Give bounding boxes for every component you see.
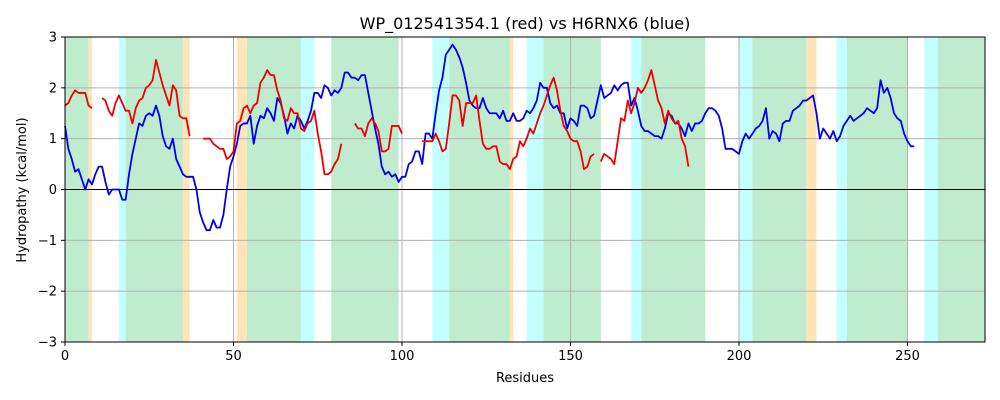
y-tick-label: −2	[38, 285, 57, 300]
series-lines	[64, 43, 915, 232]
y-tick-label: 0	[49, 183, 57, 198]
series-line-blue	[64, 43, 915, 232]
y-tick-label: −1	[38, 234, 57, 249]
chart-title: WP_012541354.1 (red) vs H6RNX6 (blue)	[360, 14, 691, 34]
y-axis-ticks: −3 −2 −1 0 1 2 3	[38, 31, 65, 351]
x-tick-label: 250	[895, 349, 920, 364]
x-tick-label: 200	[727, 349, 752, 364]
x-axis-label: Residues	[496, 371, 554, 386]
x-tick-label: 100	[390, 349, 415, 364]
plot-area	[64, 36, 986, 343]
y-tick-label: 2	[49, 81, 57, 96]
x-tick-label: 50	[225, 349, 242, 364]
x-tick-label: 0	[61, 349, 69, 364]
series-line-red	[599, 69, 690, 167]
series-line-red	[354, 117, 403, 153]
x-tick-label: 150	[558, 349, 583, 364]
x-axis-ticks: 0 50 100 150 200 250	[61, 342, 920, 364]
series-line-red	[101, 58, 191, 137]
y-axis-label: Hydropathy (kcal/mol)	[15, 117, 30, 262]
series-line-red	[422, 76, 595, 171]
series-line-red	[64, 89, 93, 109]
series-line-red	[203, 69, 343, 176]
y-tick-label: −3	[38, 336, 57, 351]
y-tick-label: 3	[49, 31, 57, 46]
y-tick-label: 1	[49, 132, 57, 147]
